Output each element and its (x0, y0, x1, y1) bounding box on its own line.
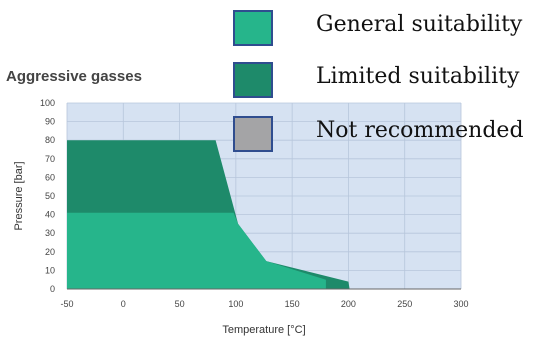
x-tick-label: 200 (341, 299, 356, 309)
x-axis-label: Temperature [°C] (222, 324, 305, 336)
x-tick-label: 300 (453, 299, 468, 309)
y-tick-label: 0 (50, 284, 55, 294)
tick-labels: -50 0 50 100 150 200 250 300 0 10 20 30 40 50 60 70 80 90… (40, 98, 469, 309)
chart-title: Aggressive gasses (6, 68, 142, 85)
x-tick-label: -50 (60, 299, 73, 309)
x-tick-label: 100 (228, 299, 243, 309)
y-tick-label: 20 (45, 247, 55, 257)
y-tick-label: 100 (40, 98, 55, 108)
y-tick-label: 60 (45, 172, 55, 182)
legend-swatch-limited (233, 62, 273, 98)
legend-item-limited: Limited suitability (233, 62, 543, 102)
legend-item-not-recommended: Not recommended (233, 116, 543, 156)
x-tick-label: 0 (121, 299, 126, 309)
y-axis-label: Pressure [bar] (13, 161, 25, 230)
x-tick-label: 250 (397, 299, 412, 309)
y-tick-label: 70 (45, 154, 55, 164)
y-tick-label: 80 (45, 135, 55, 145)
y-tick-label: 90 (45, 117, 55, 127)
y-tick-label: 10 (45, 265, 55, 275)
legend-label-not-recommended: Not recommended (316, 118, 524, 143)
legend-swatch-general (233, 10, 273, 46)
y-tick-label: 40 (45, 210, 55, 220)
legend-swatch-not-recommended (233, 116, 273, 152)
x-tick-label: 50 (175, 299, 185, 309)
y-tick-label: 50 (45, 191, 55, 201)
legend-item-general: General suitability (233, 10, 543, 50)
suitability-areas (67, 140, 461, 290)
area-general-suitability (67, 212, 326, 289)
x-tick-label: 150 (285, 299, 300, 309)
y-tick-label: 30 (45, 228, 55, 238)
legend-label-limited: Limited suitability (316, 64, 520, 89)
legend-label-general: General suitability (316, 12, 523, 37)
